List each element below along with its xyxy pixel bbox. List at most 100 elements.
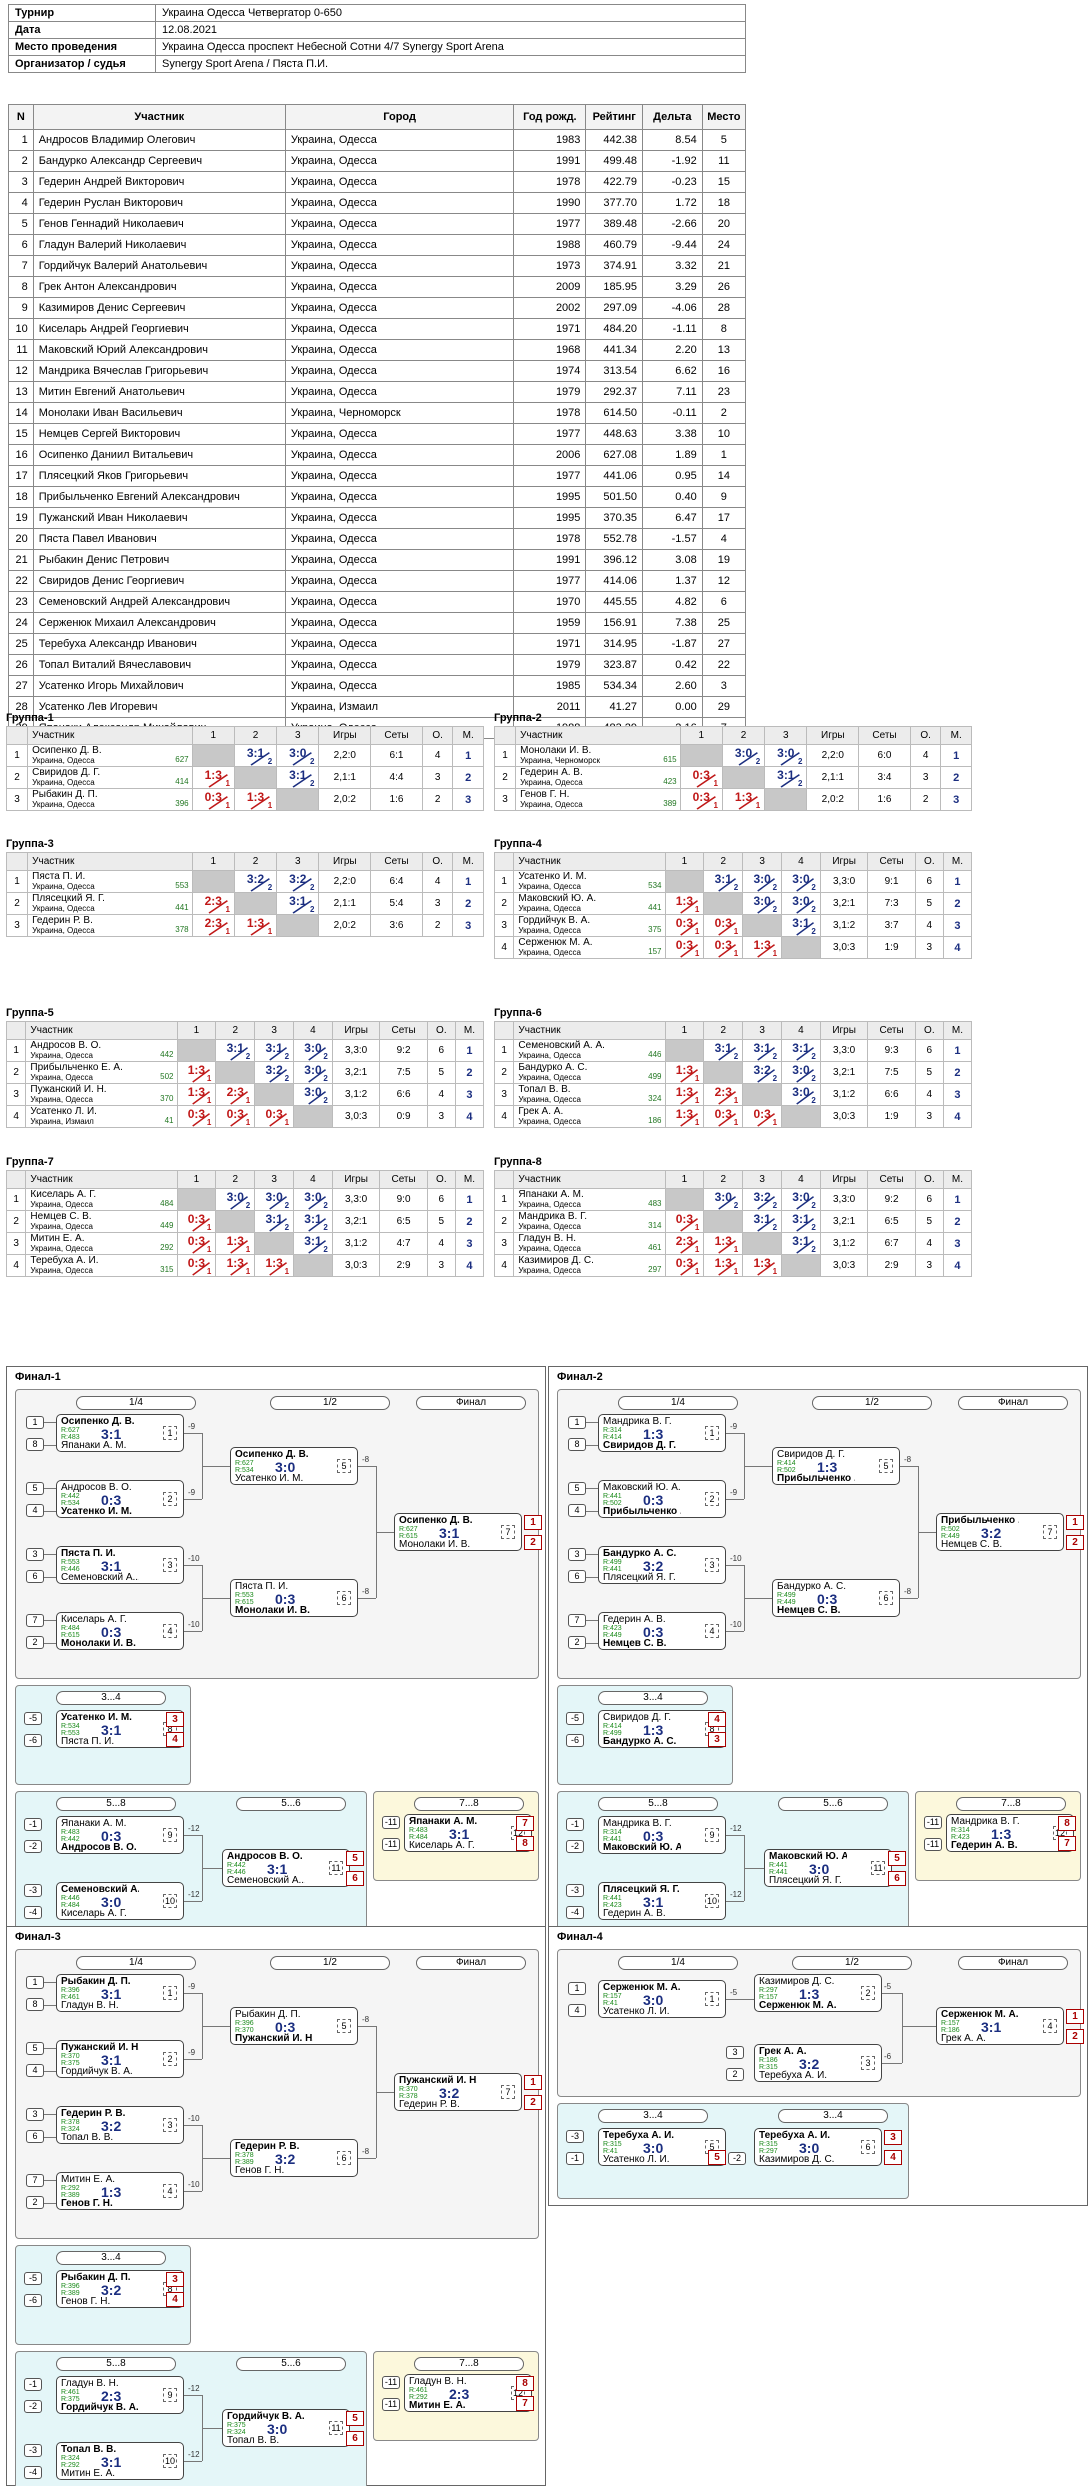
players-cell: 2002 <box>513 297 587 319</box>
final-place: 3 <box>884 2130 902 2145</box>
players-cell: -2.66 <box>642 213 703 235</box>
match-score: 3:1 <box>714 871 732 886</box>
player-rating: 441 <box>175 902 189 912</box>
player-city: Украина, Черноморск <box>520 755 601 765</box>
bracket-match: Гладун В. Н. R:461 R:292 Митин Е. А. 2:3 12 <box>404 2374 532 2412</box>
match-player-bottom: Гладун В. Н. <box>61 2000 119 2011</box>
group-score-cell: 0:3 1 <box>703 936 744 959</box>
group-games: 3,3:0 <box>819 1039 869 1062</box>
group-score-cell: 0:3 1 <box>664 1254 705 1277</box>
info-label: Дата <box>8 21 156 39</box>
players-cell: 1995 <box>513 507 587 529</box>
final-block: Финал-1 1/4 1/2 Финал Осипенко Д. В. R:627 R:4… <box>6 1366 546 1946</box>
bracket-line <box>184 2191 202 2192</box>
match-points: 2 <box>323 1096 328 1105</box>
rating-bottom: R:441 <box>603 1836 622 1843</box>
players-cell: 17 <box>701 507 747 529</box>
bracket-link-label: -12 <box>188 1890 200 1899</box>
match-player-bottom: Семеновский А... <box>227 1875 305 1886</box>
players-cell: 9 <box>701 486 747 508</box>
match-player-top: Свиридов Д. Г. <box>777 1449 846 1460</box>
rating-bottom: R:502 <box>777 1467 796 1474</box>
players-cell: 3.29 <box>642 276 703 298</box>
seed-number: -3 <box>566 1884 584 1897</box>
match-score: 3:2 <box>643 1558 664 1574</box>
rating-bottom: R:461 <box>61 1994 80 2001</box>
players-cell: 374.91 <box>585 255 644 277</box>
bracket-line <box>586 1422 598 1423</box>
group-header-cell <box>493 1021 515 1040</box>
rating-bottom: R:483 <box>61 1434 80 1441</box>
players-cell: -1.11 <box>642 318 703 340</box>
match-player-top: Рыбакин Д. П. <box>61 2272 131 2283</box>
bracket-match: Маковский Ю. А. R:441 R:502 Прибыльченко ..… <box>598 1480 726 1518</box>
match-player-top: Плясецкий Я. Г. <box>603 1884 680 1895</box>
players-cell: 29 <box>701 696 747 718</box>
group-place: 3 <box>940 788 972 811</box>
match-score: 3:1 <box>753 1040 771 1055</box>
group-title: Группа-7 <box>6 1156 54 1168</box>
match-points: 1 <box>733 1096 739 1105</box>
seed-number: 2 <box>726 2068 744 2081</box>
match-player-top: Мандрика В. Г. <box>603 1818 672 1829</box>
match-points: 1 <box>267 927 273 936</box>
score-slash <box>796 1047 815 1061</box>
match-score: 0:3 <box>675 937 694 952</box>
match-score: 3:0 <box>753 871 771 886</box>
group-player: Митин Е. А. Украина, Одесса 292 <box>25 1232 178 1255</box>
group-score-cell: 3:1 2 <box>276 892 320 915</box>
players-cell: 23 <box>701 381 747 403</box>
group-games: 3,0:3 <box>819 1105 869 1128</box>
players-cell: 501.50 <box>585 486 644 508</box>
match-points: 1 <box>245 1118 251 1127</box>
match-score: 2:3 <box>204 893 222 908</box>
match-score: 1:3 <box>226 1233 244 1248</box>
group-score-cell: 1:3 1 <box>191 766 235 789</box>
rating-bottom: R:484 <box>409 1834 428 1841</box>
group-points: 6 <box>914 870 944 893</box>
bracket-link-label: -12 <box>730 1890 742 1899</box>
bracket-line <box>184 1993 202 1994</box>
seed-number: 1 <box>26 1416 44 1429</box>
rating-top: R:483 <box>409 1827 428 1834</box>
group-games: 2,2:0 <box>318 870 372 893</box>
players-cell: 8 <box>701 318 747 340</box>
group-games: 2,2:0 <box>806 744 860 767</box>
players-cell: 1991 <box>513 150 587 172</box>
match-score: 3:1 <box>643 1894 664 1910</box>
bracket-line <box>882 2063 902 2064</box>
match-score: 1:3 <box>817 1459 838 1475</box>
bracket-line <box>44 2137 56 2138</box>
round-label: 1/2 <box>812 1396 932 1410</box>
match-player-top: Мандрика В. Г. <box>951 1816 1020 1827</box>
group-player: Мандрика В. Г. Украина, Одесса 314 <box>513 1210 666 1233</box>
match-score: 0:3 <box>675 915 694 930</box>
score-slash <box>191 1069 210 1083</box>
match-score: 0:3 <box>187 1211 206 1226</box>
rating-top: R:627 <box>61 1427 80 1434</box>
score-slash <box>757 878 776 892</box>
group-place: 2 <box>942 892 973 915</box>
group-seed: 1 <box>5 870 29 893</box>
group-header-cell: М. <box>454 1021 485 1040</box>
group-header-cell: Участник <box>25 1021 178 1040</box>
group-sets: 6:6 <box>867 1083 916 1106</box>
bracket-match: Мандрика В. Г. R:314 R:423 Гедерин А. В. 1:3… <box>946 1814 1074 1852</box>
bracket-line <box>744 1598 772 1599</box>
rating-top: R:414 <box>777 1460 796 1467</box>
match-points: 1 <box>206 1245 212 1254</box>
group-header-cell: 1 <box>176 1170 217 1189</box>
bracket-section: 3...4 Рыбакин Д. П. R:396 R:389 Генов Г. Н. 3… <box>15 2245 191 2345</box>
match-player-bottom: Топал В. В. <box>61 2132 114 2143</box>
players-cell: Гордийчук Валерий Анатольевич <box>32 255 286 277</box>
match-number: 2 <box>163 1492 177 1506</box>
group-place: 2 <box>942 1061 973 1084</box>
match-points: 1 <box>694 905 700 914</box>
group-header-cell: Участник <box>25 1170 178 1189</box>
player-city: Украина, Одесса <box>30 1050 93 1060</box>
match-player-top: Усатенко И. М. <box>61 1712 132 1723</box>
group-header-cell: Игры <box>331 1021 381 1040</box>
group-self-cell <box>215 1210 256 1233</box>
match-points: 1 <box>694 1118 700 1127</box>
match-player-bottom: Грек А. А. <box>941 2033 986 2044</box>
